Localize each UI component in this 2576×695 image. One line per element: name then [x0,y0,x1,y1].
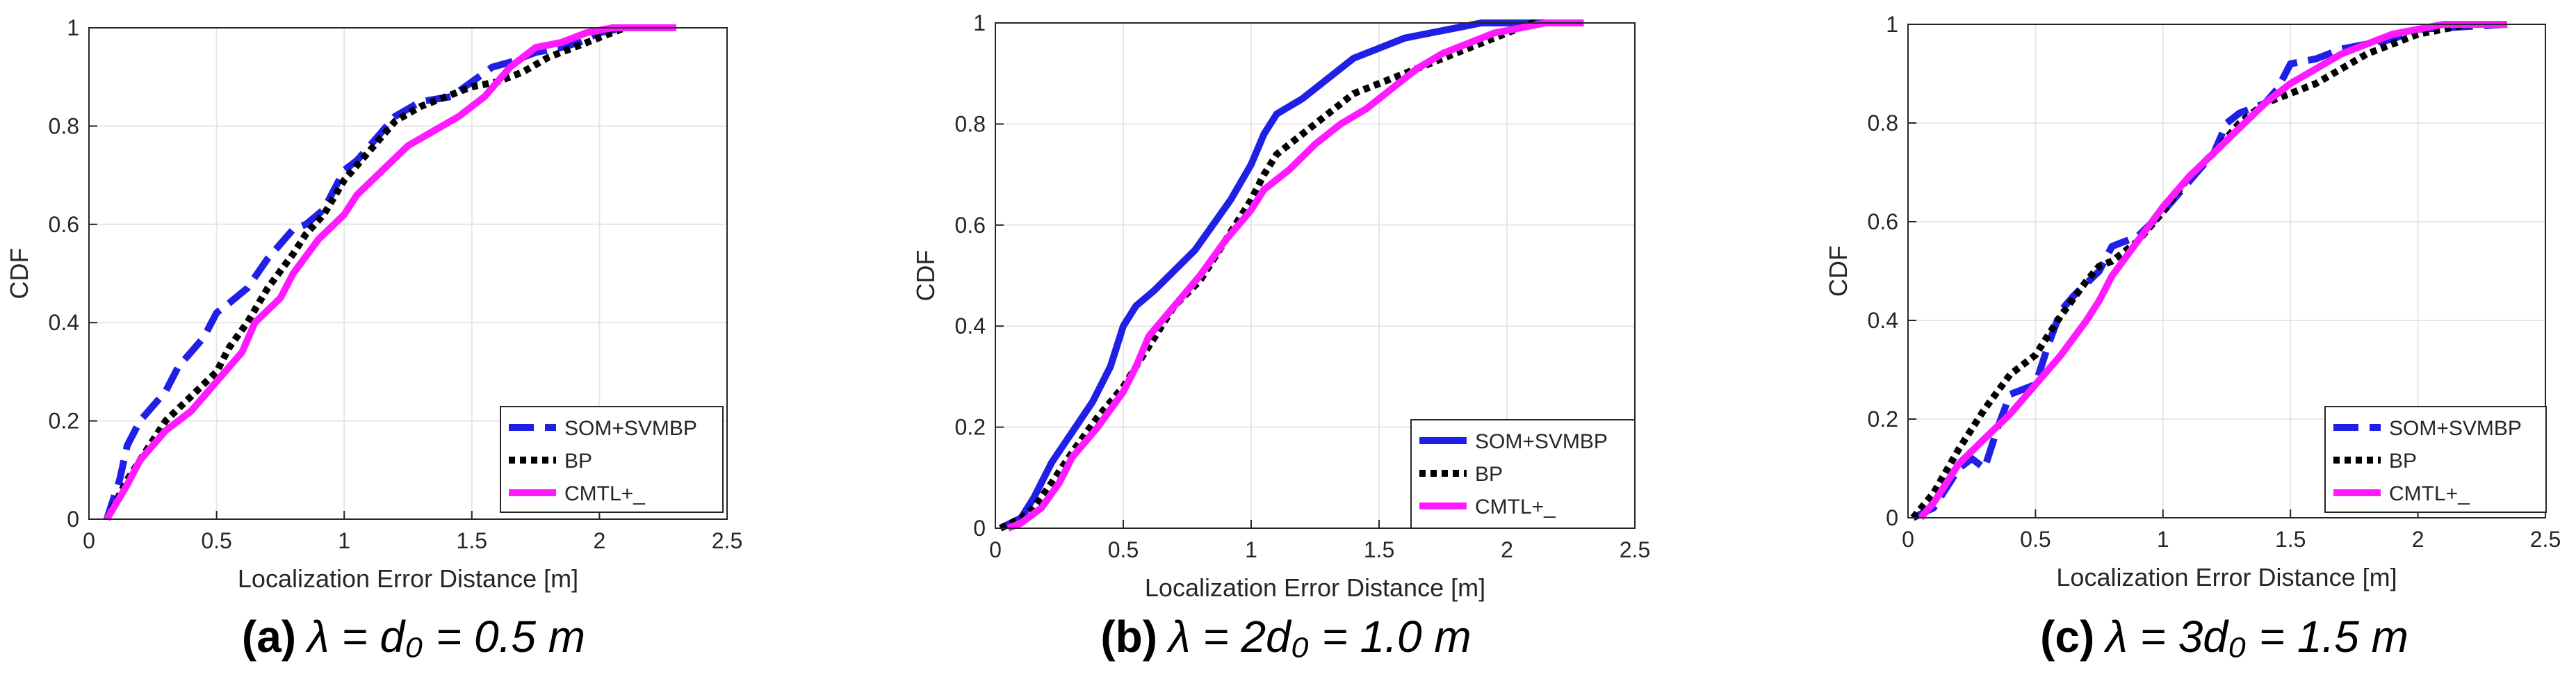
y-tick-label: 0.4 [955,313,986,338]
series-cmtl--line [1918,21,2507,521]
legend: SOM+SVMBP BP CMTL+_ [1410,419,1636,529]
panel-c: 0 0.5 1 1.5 2 2.5 0 0.2 0.4 0.6 0.8 1 Localization E… [1824,12,2561,662]
y-axis-label: CDF [5,248,33,300]
x-tick-label: 1.5 [457,528,487,553]
series-bp-line [104,24,676,521]
x-tick-label: 2.5 [1620,537,1650,562]
x-tick-label: 2.5 [2530,527,2561,552]
x-tick-label: 1.5 [1364,537,1394,562]
axes-box [1907,24,2546,518]
series-bp-line [999,19,1584,532]
x-axis-label: Localization Error Distance [m] [1145,573,1485,602]
y-tick-label: 0 [1886,505,1898,530]
y-axis-label: CDF [911,250,940,302]
x-tick-label: 2.5 [712,528,742,553]
y-axis-label: CDF [1824,245,1852,297]
axes-box [995,22,1636,529]
panel-a: 0 0.5 1 1.5 2 2.5 0 0.2 0.4 0.6 0.8 1 Localization E… [5,15,742,662]
x-tick-label: 0 [989,537,1002,562]
legend: SOM+SVMBP BP CMTL+_ [2324,406,2547,513]
y-tick-label: 0.8 [955,111,986,136]
caption-letter: (b) [1100,612,1157,662]
y-tick-label: 0.2 [49,409,79,434]
y-tick-label: 0.8 [49,113,79,138]
legend-label: SOM+SVMBP [2389,417,2522,440]
caption-letter: (c) [2040,612,2094,662]
legend-label: CMTL+_ [2389,482,2470,505]
y-tick-label: 0.2 [1868,407,1898,432]
y-tick-label: 1 [973,10,986,35]
caption-math: λ = 3d₀ = 1.5 m [2103,612,2408,662]
panel-caption: (b) λ = 2d₀ = 1.0 m [1100,612,1471,662]
legend-label: BP [1475,463,1503,486]
legend-label: BP [564,450,592,473]
series-cmtl--line [1006,19,1584,532]
x-tick-label: 2 [1501,537,1513,562]
y-tick-label: 0.4 [49,310,79,335]
y-tick-label: 0.4 [1868,308,1898,333]
x-tick-label: 2 [2412,527,2424,552]
caption-math: λ = d₀ = 0.5 m [305,612,585,662]
axes-box [88,27,728,520]
y-tick-label: 0.2 [955,415,986,440]
y-tick-label: 1 [1886,12,1898,37]
y-tick-label: 0 [973,516,986,541]
legend-label: CMTL+_ [564,482,646,505]
x-tick-label: 0.5 [201,528,231,553]
y-tick-label: 0.6 [955,213,986,238]
caption-math: λ = 2d₀ = 1.0 m [1166,612,1472,662]
series-som-svmbp-line [999,19,1584,532]
legend-label: SOM+SVMBP [564,417,697,440]
panel-b: 0 0.5 1 1.5 2 2.5 0 0.2 0.4 0.6 0.8 1 Localization E… [911,10,1650,662]
panel-caption: (a) λ = d₀ = 0.5 m [242,612,585,662]
caption-letter: (a) [242,612,296,662]
x-axis-label: Localization Error Distance [m] [2056,563,2397,591]
legend-label: SOM+SVMBP [1475,430,1608,453]
panel-caption: (c) λ = 3d₀ = 1.5 m [2040,612,2408,662]
x-tick-label: 1.5 [2275,527,2306,552]
y-tick-label: 0 [67,507,79,532]
x-tick-label: 0.5 [1108,537,1139,562]
legend-label: CMTL+_ [1475,496,1556,518]
x-tick-label: 2 [594,528,606,553]
x-tick-label: 0.5 [2020,527,2051,552]
y-tick-label: 0.6 [1868,209,1898,234]
x-tick-label: 1 [1245,537,1257,562]
x-tick-label: 1 [2157,527,2169,552]
series-cmtl--line [104,24,676,521]
series-som-svmbp-line [103,24,676,521]
y-tick-label: 1 [67,15,79,40]
x-tick-label: 0 [83,528,95,553]
series-bp-line [1910,21,2507,521]
y-tick-label: 0.8 [1868,111,1898,136]
legend-label: BP [2389,450,2417,473]
x-tick-label: 0 [1902,527,1914,552]
legend: SOM+SVMBP BP CMTL+_ [500,406,724,513]
x-axis-label: Localization Error Distance [m] [238,564,578,593]
x-tick-label: 1 [338,528,350,553]
y-tick-label: 0.6 [49,212,79,237]
